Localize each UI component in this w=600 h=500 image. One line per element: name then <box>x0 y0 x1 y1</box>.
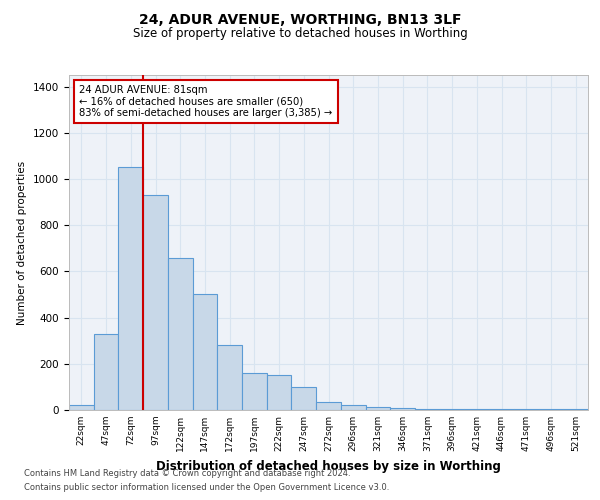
Bar <box>365 406 390 410</box>
X-axis label: Distribution of detached houses by size in Worthing: Distribution of detached houses by size … <box>156 460 501 472</box>
Bar <box>390 408 415 410</box>
Bar <box>118 168 143 410</box>
Bar <box>489 409 514 410</box>
Text: Contains public sector information licensed under the Open Government Licence v3: Contains public sector information licen… <box>24 484 389 492</box>
Text: Size of property relative to detached houses in Worthing: Size of property relative to detached ho… <box>133 28 467 40</box>
Text: 24 ADUR AVENUE: 81sqm
← 16% of detached houses are smaller (650)
83% of semi-det: 24 ADUR AVENUE: 81sqm ← 16% of detached … <box>79 85 332 118</box>
Bar <box>217 346 242 410</box>
Bar <box>514 409 539 410</box>
Text: Contains HM Land Registry data © Crown copyright and database right 2024.: Contains HM Land Registry data © Crown c… <box>24 468 350 477</box>
Bar <box>267 376 292 410</box>
Bar <box>464 409 489 410</box>
Bar <box>143 195 168 410</box>
Y-axis label: Number of detached properties: Number of detached properties <box>17 160 28 324</box>
Bar <box>539 409 563 410</box>
Bar <box>69 406 94 410</box>
Bar <box>563 409 588 410</box>
Bar <box>242 373 267 410</box>
Bar <box>292 387 316 410</box>
Bar <box>94 334 118 410</box>
Bar <box>440 409 464 410</box>
Bar <box>193 294 217 410</box>
Bar <box>168 258 193 410</box>
Bar <box>316 402 341 410</box>
Text: 24, ADUR AVENUE, WORTHING, BN13 3LF: 24, ADUR AVENUE, WORTHING, BN13 3LF <box>139 12 461 26</box>
Bar <box>415 409 440 410</box>
Bar <box>341 406 365 410</box>
